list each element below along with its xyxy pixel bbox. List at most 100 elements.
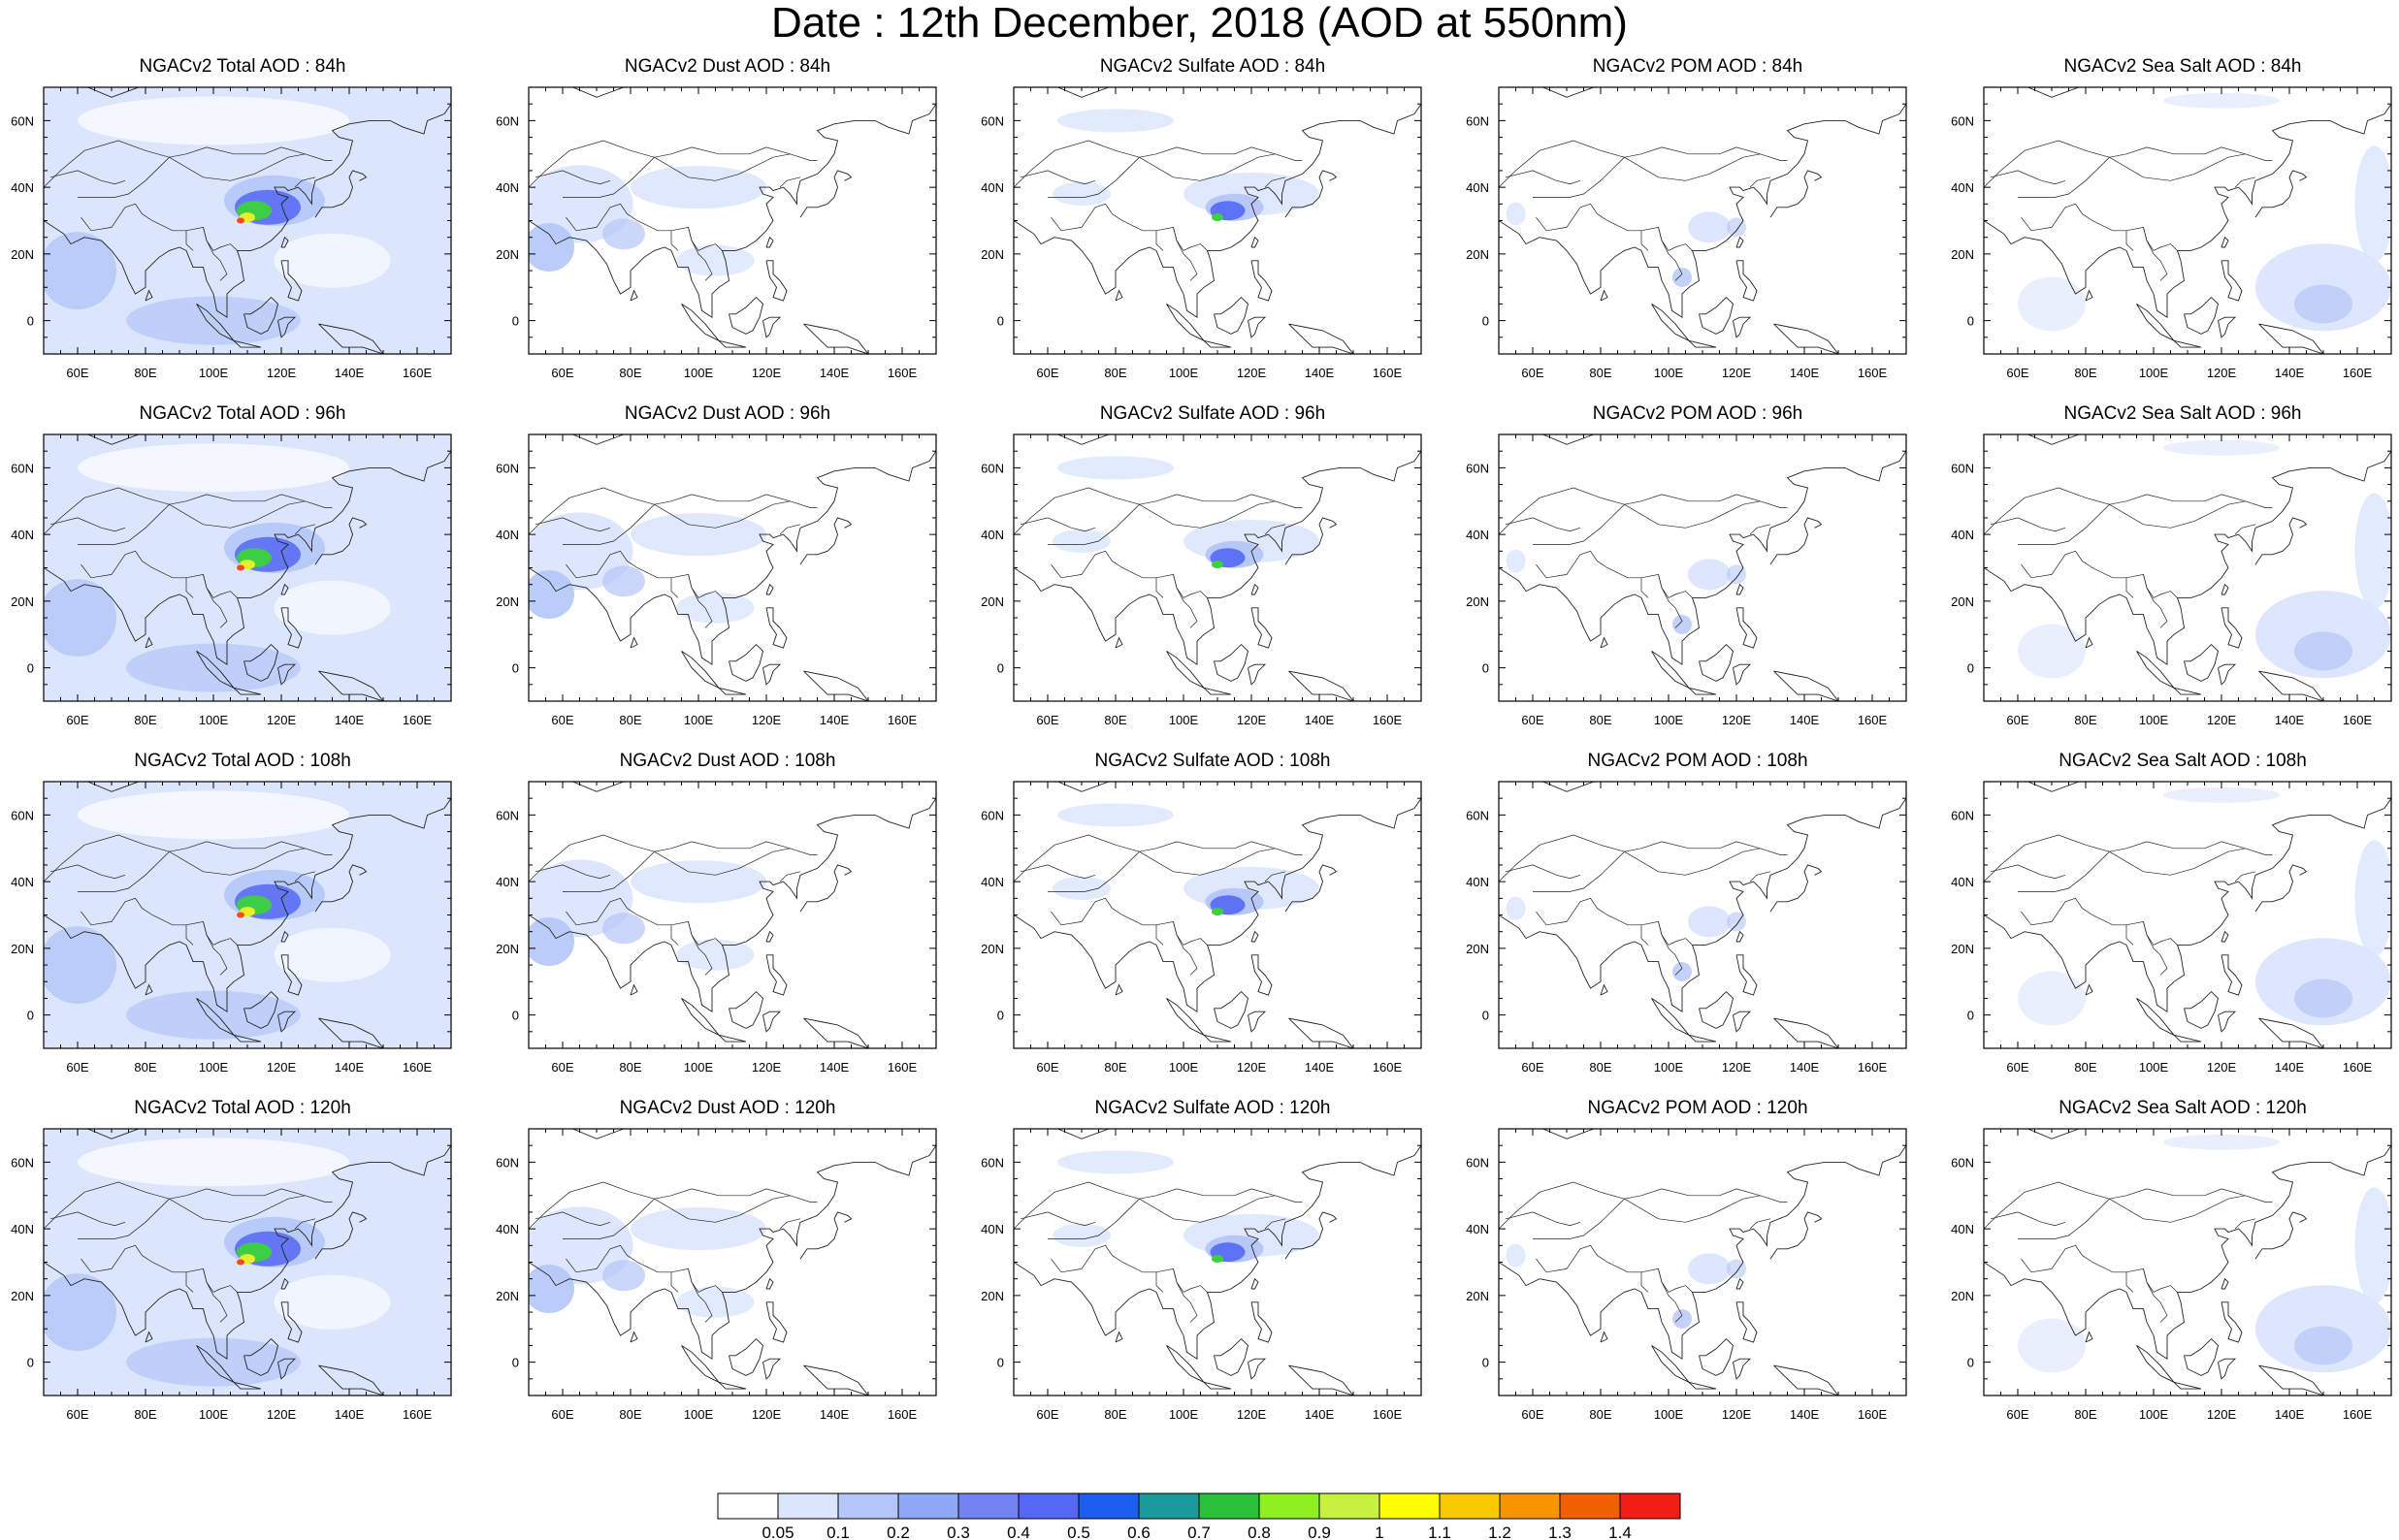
coastline (765, 954, 788, 996)
country-border (2021, 897, 2178, 946)
coastline (1499, 797, 1906, 1013)
lon-tick-label: 120E (2207, 366, 2237, 380)
country-border (1990, 1211, 2066, 1227)
lat-tick-label: 60N (1466, 461, 1489, 475)
map-panel: NGACv2 Dust AOD : 84h 60E 80E 100E 120E 140E 1… (485, 56, 970, 396)
country-border (670, 1271, 679, 1293)
map-panel: NGACv2 Sea Salt AOD : 108h 60E 80E 100E 120E… (1940, 751, 2399, 1090)
country-border (670, 230, 679, 251)
lon-tick-label: 60E (2006, 1407, 2028, 1422)
country-border (1990, 517, 2066, 532)
coastline (1250, 1301, 1273, 1343)
panel-title: NGACv2 Total AOD : 84h (139, 56, 346, 77)
coastline (314, 517, 368, 565)
country-border (566, 1244, 723, 1293)
coastline (2258, 1364, 2324, 1396)
panel-title: NGACv2 Total AOD : 96h (139, 403, 346, 424)
coastline (1733, 1011, 1752, 1033)
lat-tick-label: 60N (496, 113, 519, 128)
lat-tick-label: 20N (496, 594, 519, 609)
coastline (44, 797, 451, 1013)
colorbar-label: 1.4 (1608, 1524, 1632, 1540)
lon-tick-label: 160E (1373, 1060, 1403, 1075)
lat-tick-label: 40N (496, 875, 519, 889)
country-border (294, 1218, 316, 1230)
lon-tick-label: 60E (1521, 366, 1543, 380)
coastline (572, 1129, 698, 1139)
country-border (779, 871, 801, 882)
coastline (2027, 434, 2154, 445)
colorbar-swatch (1318, 1492, 1380, 1520)
lat-tick-label: 60N (496, 808, 519, 822)
map-plot: 60E 80E 100E 120E 140E 160E 60N 40N 20N 0 (1466, 86, 1907, 380)
aod-field (2018, 92, 2391, 332)
coastline (765, 236, 774, 248)
lon-tick-label: 60E (1036, 713, 1058, 727)
lon-tick-label: 100E (2139, 366, 2169, 380)
lat-tick-label: 0 (1482, 1356, 1489, 1370)
coastline (762, 1358, 782, 1380)
coastline (765, 260, 788, 302)
lat-tick-label: 0 (1482, 314, 1489, 329)
lon-tick-label: 140E (335, 1407, 365, 1422)
lon-tick-label: 160E (403, 1060, 433, 1075)
colorbar-label: 0.2 (887, 1524, 910, 1540)
coastline (280, 1277, 289, 1290)
coastline (572, 782, 698, 792)
lon-tick-label: 100E (684, 1407, 714, 1422)
coastline (718, 1034, 747, 1043)
lon-tick-label: 140E (2275, 1060, 2305, 1075)
colorbar-label: 0.6 (1127, 1524, 1151, 1540)
panel-title: NGACv2 Sea Salt AOD : 108h (2059, 751, 2307, 771)
map-plot: 60E 80E 100E 120E 140E 160E 60N 40N 20N 0 (1466, 433, 1907, 727)
lon-tick-label: 60E (66, 1060, 88, 1075)
country-border (294, 176, 316, 188)
coastline (277, 663, 297, 686)
lon-tick-label: 100E (1654, 366, 1684, 380)
country-border (1155, 924, 1164, 946)
lon-tick-label: 120E (2207, 1060, 2237, 1075)
coastline (1250, 236, 1259, 248)
lat-tick-label: 60N (1466, 808, 1489, 822)
coastline (1248, 316, 1267, 338)
lat-tick-label: 0 (997, 661, 1004, 676)
lon-tick-label: 100E (199, 713, 229, 727)
lon-tick-label: 60E (2006, 366, 2028, 380)
country-border (535, 1211, 611, 1227)
coastline (729, 643, 764, 682)
lon-tick-label: 60E (1521, 713, 1543, 727)
country-border (688, 921, 713, 976)
lat-tick-label: 40N (981, 1222, 1004, 1236)
coastline (2254, 170, 2308, 218)
country-border (1984, 487, 2246, 535)
lat-tick-label: 0 (997, 314, 1004, 329)
lat-tick-label: 20N (1466, 594, 1489, 609)
lon-tick-label: 60E (2006, 713, 2028, 727)
map-panel: NGACv2 Dust AOD : 120h 60E 80E 100E 120E 140E… (485, 1098, 970, 1437)
lon-tick-label: 120E (1722, 1060, 1752, 1075)
lat-tick-label: 60N (981, 808, 1004, 822)
map-plot: 60E 80E 100E 120E 140E 160E 60N 40N 20N 0 (981, 86, 1422, 380)
country-border (78, 1195, 333, 1239)
map-panel: NGACv2 POM AOD : 120h 60E 80E 100E 120E 140E 1… (1455, 1098, 1940, 1437)
lat-tick-label: 20N (981, 1289, 1004, 1303)
aod-field (529, 512, 766, 624)
country-border (2125, 924, 2134, 946)
country-border (78, 153, 333, 198)
lon-tick-label: 60E (551, 713, 573, 727)
coastline (314, 1211, 368, 1260)
lon-tick-label: 100E (684, 366, 714, 380)
lat-tick-label: 40N (496, 528, 519, 542)
lon-tick-label: 160E (2343, 1407, 2373, 1422)
map-panel: NGACv2 Total AOD : 96h 60E 80E 100E 120E 140E… (0, 403, 485, 743)
lat-tick-label: 60N (11, 461, 34, 475)
lon-tick-label: 120E (2207, 713, 2237, 727)
colorbar-label: 0.3 (947, 1524, 970, 1540)
lat-tick-label: 60N (1466, 1155, 1489, 1170)
coastline (1284, 170, 1338, 218)
panel-title: NGACv2 Dust AOD : 108h (619, 751, 836, 771)
coastline (280, 954, 303, 996)
country-border (2125, 1271, 2134, 1293)
lon-tick-label: 120E (267, 713, 297, 727)
country-border (563, 153, 818, 198)
